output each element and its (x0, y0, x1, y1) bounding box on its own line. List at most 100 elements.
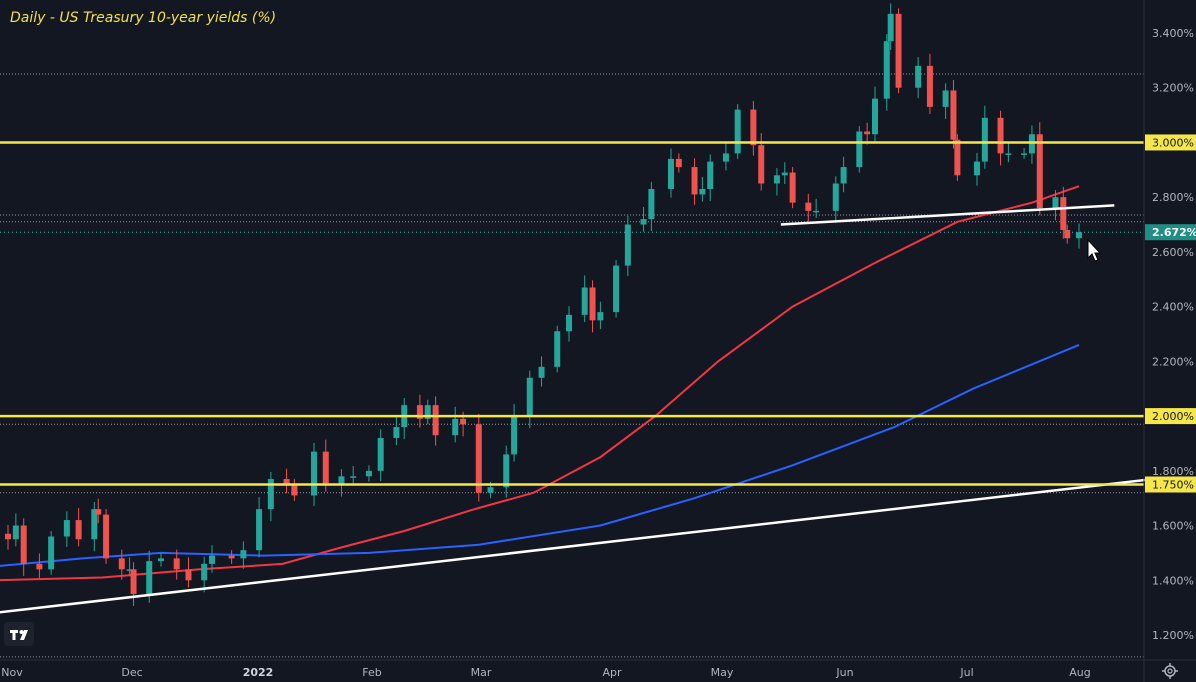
candle (511, 404, 518, 462)
x-tick-label: Feb (362, 666, 381, 679)
candle (201, 556, 208, 593)
candle (91, 502, 98, 552)
candle (103, 509, 110, 564)
candle (789, 167, 796, 209)
x-tick-label: 2022 (243, 666, 274, 679)
candle (734, 104, 741, 159)
candle (1036, 122, 1043, 216)
candle (228, 550, 235, 564)
horizontal-levels (0, 141, 1144, 486)
candle (1021, 147, 1028, 159)
price-labels: 3.000% 2.000% 1.750% 2.672% (1145, 134, 1196, 493)
candle (675, 153, 682, 173)
candle (691, 158, 698, 205)
tradingview-logo-icon[interactable] (4, 622, 34, 646)
candle (322, 439, 329, 492)
candle (856, 126, 863, 173)
y-tick-label: 1.800% (1152, 465, 1194, 478)
candle (581, 275, 588, 322)
candle (981, 105, 988, 169)
candles (5, 3, 1082, 606)
candle (365, 465, 372, 482)
candle (781, 162, 788, 185)
candle (130, 562, 137, 606)
y-tick-label: 1.200% (1152, 629, 1194, 642)
candle (813, 198, 820, 218)
candle (36, 553, 43, 579)
mouse-cursor-icon (1087, 238, 1102, 262)
x-tick-label: Mar (471, 666, 492, 679)
level-price-label: 3.000% (1145, 134, 1196, 151)
candle (209, 545, 215, 573)
candle (475, 413, 482, 502)
candle (126, 557, 133, 577)
candle (393, 414, 400, 446)
candle (926, 53, 933, 114)
candle (256, 497, 263, 558)
candle (118, 549, 125, 580)
y-tick-label: 2.600% (1152, 246, 1194, 259)
y-tick-label: 3.200% (1152, 82, 1194, 95)
candle (1028, 125, 1035, 164)
candle (377, 429, 384, 482)
candle (240, 541, 247, 569)
y-tick-label: 3.400% (1152, 27, 1194, 40)
moving-averages (0, 185, 1080, 582)
candle (1052, 190, 1059, 221)
current-price-label: 2.672% (1145, 224, 1196, 241)
svg-text:3.000%: 3.000% (1152, 136, 1194, 149)
candle (613, 260, 620, 318)
candle (915, 57, 922, 99)
candle (895, 8, 902, 94)
candle (538, 356, 545, 387)
candle (1076, 223, 1082, 249)
candle (350, 465, 357, 486)
candle (338, 469, 345, 497)
candle (805, 193, 812, 222)
candle (185, 557, 192, 588)
candle (75, 508, 82, 547)
candle (12, 513, 19, 547)
candle (291, 479, 298, 501)
candle (432, 396, 439, 446)
candle (566, 306, 572, 342)
y-tick-label: 2.200% (1152, 355, 1194, 368)
candle (750, 100, 757, 156)
candle (699, 176, 706, 202)
candle (95, 498, 102, 524)
svg-text:2.672%: 2.672% (1152, 226, 1196, 239)
svg-text:1.750%: 1.750% (1152, 479, 1194, 492)
candle (832, 176, 839, 223)
y-tick-label: 2.800% (1152, 191, 1194, 204)
x-tick-label: Dec (121, 666, 142, 679)
candle (872, 86, 878, 142)
y-axis-ticks: 3.400% 3.200% 2.800% 2.600% 2.400% 2.200% 1.80… (1152, 27, 1194, 642)
candle (624, 215, 631, 276)
x-tick-label: Apr (602, 666, 622, 679)
candle (452, 406, 459, 443)
candle (63, 511, 70, 547)
trendline-0 (0, 477, 1154, 614)
moving-average-0 (0, 185, 1080, 582)
candle (950, 80, 957, 149)
candle (1060, 186, 1067, 239)
candle (424, 399, 431, 425)
x-tick-label: Aug (1069, 666, 1090, 679)
gear-icon[interactable] (1162, 663, 1178, 679)
trendlines (0, 204, 1154, 614)
candle (640, 207, 647, 232)
candle (526, 370, 533, 429)
candle (668, 148, 674, 198)
candle (589, 280, 596, 333)
candle (173, 549, 180, 580)
x-axis-ticks: Nov Dec 2022 Feb Mar Apr May Jun Jul Aug (1, 666, 1090, 679)
candle (503, 445, 510, 498)
candle (1064, 224, 1071, 244)
svg-text:2.000%: 2.000% (1152, 410, 1194, 423)
candle (20, 518, 27, 576)
candle (722, 143, 729, 171)
level-price-label: 2.000% (1145, 408, 1196, 425)
candle (5, 524, 11, 550)
candle (554, 325, 561, 373)
